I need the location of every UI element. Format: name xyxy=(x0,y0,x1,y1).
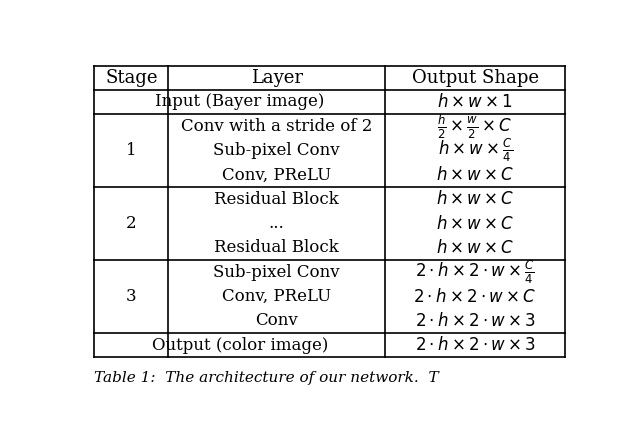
Text: $2 \cdot h \times 2 \cdot w \times 3$: $2 \cdot h \times 2 \cdot w \times 3$ xyxy=(415,312,536,330)
Text: Residual Block: Residual Block xyxy=(214,240,339,256)
Text: $h \times w \times C$: $h \times w \times C$ xyxy=(436,190,515,208)
Text: Sub-pixel Conv: Sub-pixel Conv xyxy=(213,142,340,159)
Text: Stage: Stage xyxy=(105,69,158,87)
Text: $h \times w \times C$: $h \times w \times C$ xyxy=(436,166,515,184)
Text: $h \times w \times 1$: $h \times w \times 1$ xyxy=(437,93,513,111)
Text: Layer: Layer xyxy=(251,69,303,87)
Text: $2 \cdot h \times 2 \cdot w \times \frac{C}{4}$: $2 \cdot h \times 2 \cdot w \times \frac… xyxy=(415,259,535,286)
Text: Conv, PReLU: Conv, PReLU xyxy=(222,288,331,305)
Text: $2 \cdot h \times 2 \cdot w \times 3$: $2 \cdot h \times 2 \cdot w \times 3$ xyxy=(415,336,536,354)
Text: 3: 3 xyxy=(126,288,137,305)
Text: Table 1:  The architecture of our network.  T: Table 1: The architecture of our network… xyxy=(94,371,439,385)
Text: $h \times w \times \frac{C}{4}$: $h \times w \times \frac{C}{4}$ xyxy=(438,137,513,164)
Text: Output Shape: Output Shape xyxy=(411,69,539,87)
Text: $2 \cdot h \times 2 \cdot w \times C$: $2 \cdot h \times 2 \cdot w \times C$ xyxy=(413,288,537,306)
Text: Sub-pixel Conv: Sub-pixel Conv xyxy=(213,264,340,281)
Text: $h \times w \times C$: $h \times w \times C$ xyxy=(436,215,515,233)
Text: 1: 1 xyxy=(126,142,137,159)
Text: Conv with a stride of 2: Conv with a stride of 2 xyxy=(181,118,372,135)
Text: $\frac{h}{2} \times \frac{w}{2} \times C$: $\frac{h}{2} \times \frac{w}{2} \times C… xyxy=(438,112,513,140)
Text: Conv: Conv xyxy=(255,313,298,330)
Text: ...: ... xyxy=(269,215,284,232)
Text: Input (Bayer image): Input (Bayer image) xyxy=(155,93,324,111)
Text: Output (color image): Output (color image) xyxy=(151,337,328,354)
Text: Conv, PReLU: Conv, PReLU xyxy=(222,166,331,183)
Text: $h \times w \times C$: $h \times w \times C$ xyxy=(436,239,515,257)
Text: 2: 2 xyxy=(126,215,137,232)
Text: Residual Block: Residual Block xyxy=(214,191,339,208)
